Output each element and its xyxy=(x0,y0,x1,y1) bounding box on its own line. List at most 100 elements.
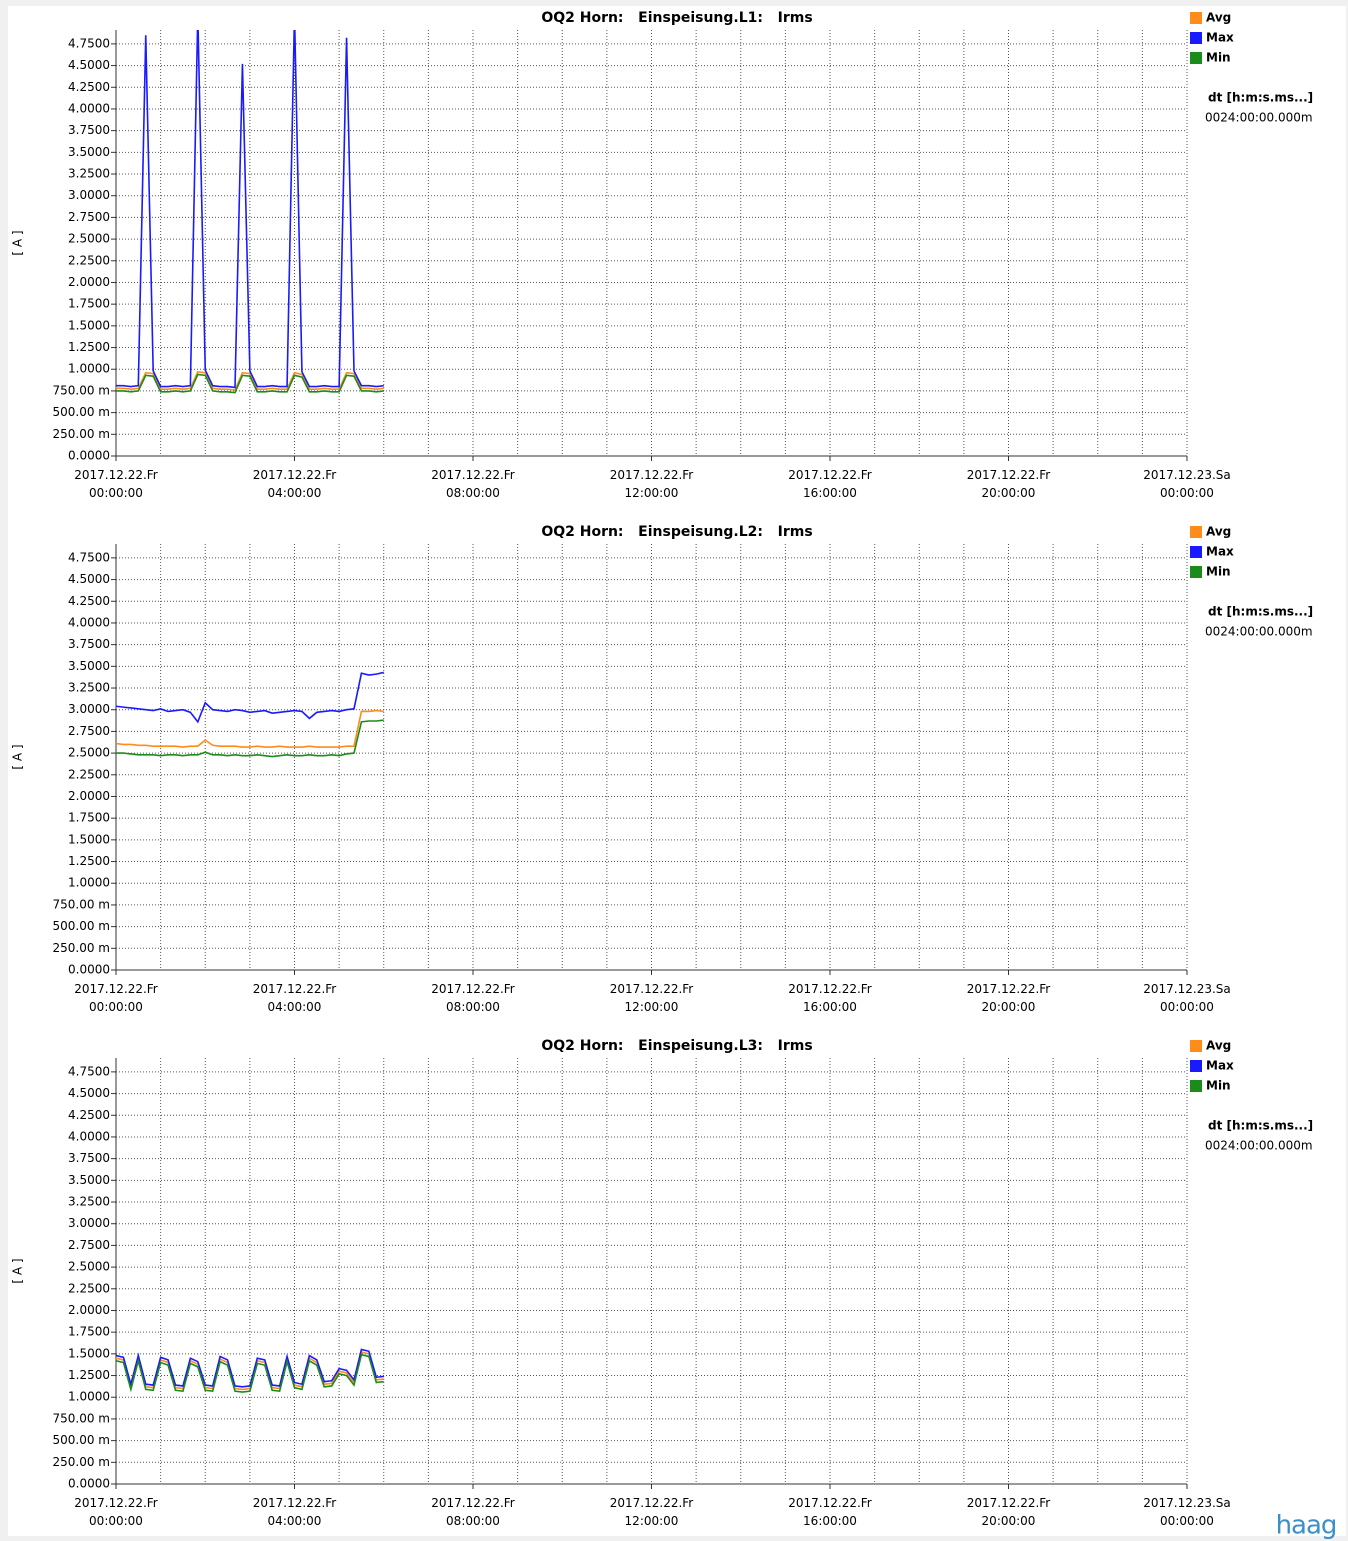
legend-swatch xyxy=(1190,566,1202,578)
y-tick-label: 2.2500 xyxy=(68,253,110,267)
y-tick-label: 500.00 m xyxy=(53,405,111,419)
y-tick-label: 2.5000 xyxy=(68,746,110,760)
x-tick-label: 2017.12.22.Fr 16:00:00 xyxy=(788,982,872,1014)
x-tick-label: 2017.12.22.Fr 20:00:00 xyxy=(967,982,1051,1014)
y-tick-label: 2.7500 xyxy=(68,210,110,224)
chart-panel: OQ2 Horn: Einspeisung.L3: Irms [ A ] 0.000… xyxy=(11,1038,1314,1528)
y-tick-label: 2.5000 xyxy=(68,1260,110,1274)
x-tick-label-line: 2017.12.22.Fr xyxy=(431,982,515,996)
legend-label: Max xyxy=(1206,1059,1234,1073)
x-tick-label-line: 2017.12.22.Fr xyxy=(788,1496,872,1510)
x-tick-label: 2017.12.22.Fr 04:00:00 xyxy=(253,1496,337,1528)
y-tick-label: 750.00 m xyxy=(53,383,111,397)
legend-swatch xyxy=(1190,32,1202,44)
x-tick-label-line: 2017.12.22.Fr xyxy=(967,982,1051,996)
y-tick-label: 4.7500 xyxy=(68,550,110,564)
y-tick-label: 3.2500 xyxy=(68,681,110,695)
y-axis-label: [ A ] xyxy=(11,1258,25,1283)
y-axis-label: [ A ] xyxy=(11,744,25,769)
x-tick-label-line: 2017.12.22.Fr xyxy=(253,468,337,482)
x-tick-label: 2017.12.22.Fr 12:00:00 xyxy=(610,1496,694,1528)
x-tick-label-line: 16:00:00 xyxy=(803,1000,857,1014)
legend-label: Avg xyxy=(1206,11,1231,25)
x-tick-label-line: 04:00:00 xyxy=(268,1514,322,1528)
y-tick-label: 3.0000 xyxy=(68,1216,110,1230)
x-tick-label-line: 20:00:00 xyxy=(982,1514,1036,1528)
x-tick-label-line: 12:00:00 xyxy=(625,1514,679,1528)
x-tick-label-line: 20:00:00 xyxy=(982,486,1036,500)
x-tick-label-line: 00:00:00 xyxy=(89,486,143,500)
x-tick-label: 2017.12.23.Sa 00:00:00 xyxy=(1143,1496,1231,1528)
legend-label: Min xyxy=(1206,51,1231,65)
info-label: dt [h:m:s.ms...] xyxy=(1208,1119,1313,1133)
x-tick-label-line: 12:00:00 xyxy=(625,1000,679,1014)
legend-swatch xyxy=(1190,526,1202,538)
x-tick-label: 2017.12.23.Sa 00:00:00 xyxy=(1143,468,1231,500)
y-tick-label: 1.0000 xyxy=(68,1390,110,1404)
x-tick-label-line: 00:00:00 xyxy=(1160,486,1214,500)
legend-label: Max xyxy=(1206,31,1234,45)
chart-panel: OQ2 Horn: Einspeisung.L1: Irms [ A ] 0.000… xyxy=(11,10,1314,500)
x-tick-label-line: 20:00:00 xyxy=(982,1000,1036,1014)
x-tick-label: 2017.12.22.Fr 12:00:00 xyxy=(610,468,694,500)
x-tick-label-line: 12:00:00 xyxy=(625,486,679,500)
logo: haag xyxy=(1276,1511,1337,1541)
y-tick-label: 1.7500 xyxy=(68,297,110,311)
x-tick-label: 2017.12.22.Fr 16:00:00 xyxy=(788,468,872,500)
y-tick-label: 2.0000 xyxy=(68,1303,110,1317)
legend-swatch xyxy=(1190,1040,1202,1052)
y-tick-label: 250.00 m xyxy=(53,1455,111,1469)
y-tick-label: 1.7500 xyxy=(68,811,110,825)
chart-title: OQ2 Horn: Einspeisung.L2: Irms xyxy=(541,524,812,540)
y-axis-label: [ A ] xyxy=(11,230,25,255)
legend-swatch xyxy=(1190,546,1202,558)
y-tick-label: 2.7500 xyxy=(68,1238,110,1252)
x-tick-label: 2017.12.22.Fr 00:00:00 xyxy=(74,468,158,500)
y-tick-label: 0.0000 xyxy=(68,963,110,977)
y-tick-label: 3.7500 xyxy=(68,637,110,651)
x-tick-label: 2017.12.23.Sa 00:00:00 xyxy=(1143,982,1231,1014)
x-tick-label-line: 2017.12.23.Sa xyxy=(1143,1496,1231,1510)
y-tick-label: 4.2500 xyxy=(68,80,110,94)
y-tick-label: 3.0000 xyxy=(68,702,110,716)
x-tick-label-line: 08:00:00 xyxy=(446,1000,500,1014)
x-tick-label-line: 2017.12.23.Sa xyxy=(1143,982,1231,996)
y-tick-label: 3.0000 xyxy=(68,188,110,202)
info-value: 0024:00:00.000m xyxy=(1205,625,1313,639)
x-tick-label-line: 2017.12.22.Fr xyxy=(788,468,872,482)
legend-label: Min xyxy=(1206,565,1231,579)
legend-label: Avg xyxy=(1206,525,1231,539)
x-tick-label-line: 08:00:00 xyxy=(446,486,500,500)
y-tick-label: 1.2500 xyxy=(68,340,110,354)
y-tick-label: 1.7500 xyxy=(68,1325,110,1339)
y-tick-label: 4.5000 xyxy=(68,1086,110,1100)
x-tick-label-line: 2017.12.22.Fr xyxy=(788,982,872,996)
series-line xyxy=(116,719,384,758)
y-tick-label: 4.0000 xyxy=(68,101,110,115)
x-tick-label-line: 04:00:00 xyxy=(268,486,322,500)
y-tick-label: 500.00 m xyxy=(53,1433,111,1447)
chart-title: OQ2 Horn: Einspeisung.L3: Irms xyxy=(541,1038,812,1054)
x-tick-label: 2017.12.22.Fr 12:00:00 xyxy=(610,982,694,1014)
legend-swatch xyxy=(1190,1060,1202,1072)
x-tick-label-line: 2017.12.22.Fr xyxy=(74,982,158,996)
y-tick-label: 4.5000 xyxy=(68,58,110,72)
x-tick-label-line: 16:00:00 xyxy=(803,1514,857,1528)
y-tick-label: 2.7500 xyxy=(68,724,110,738)
x-tick-label-line: 2017.12.22.Fr xyxy=(253,1496,337,1510)
y-tick-label: 3.2500 xyxy=(68,167,110,181)
y-tick-label: 250.00 m xyxy=(53,427,111,441)
y-tick-label: 4.2500 xyxy=(68,594,110,608)
y-tick-label: 1.2500 xyxy=(68,1368,110,1382)
x-tick-label-line: 2017.12.22.Fr xyxy=(967,1496,1051,1510)
series-line xyxy=(116,373,384,394)
legend-label: Avg xyxy=(1206,1039,1231,1053)
y-tick-label: 4.0000 xyxy=(68,615,110,629)
legend-swatch xyxy=(1190,12,1202,24)
y-tick-label: 3.7500 xyxy=(68,123,110,137)
x-tick-label: 2017.12.22.Fr 08:00:00 xyxy=(431,982,515,1014)
x-tick-label-line: 2017.12.22.Fr xyxy=(610,468,694,482)
x-tick-label-line: 00:00:00 xyxy=(89,1000,143,1014)
